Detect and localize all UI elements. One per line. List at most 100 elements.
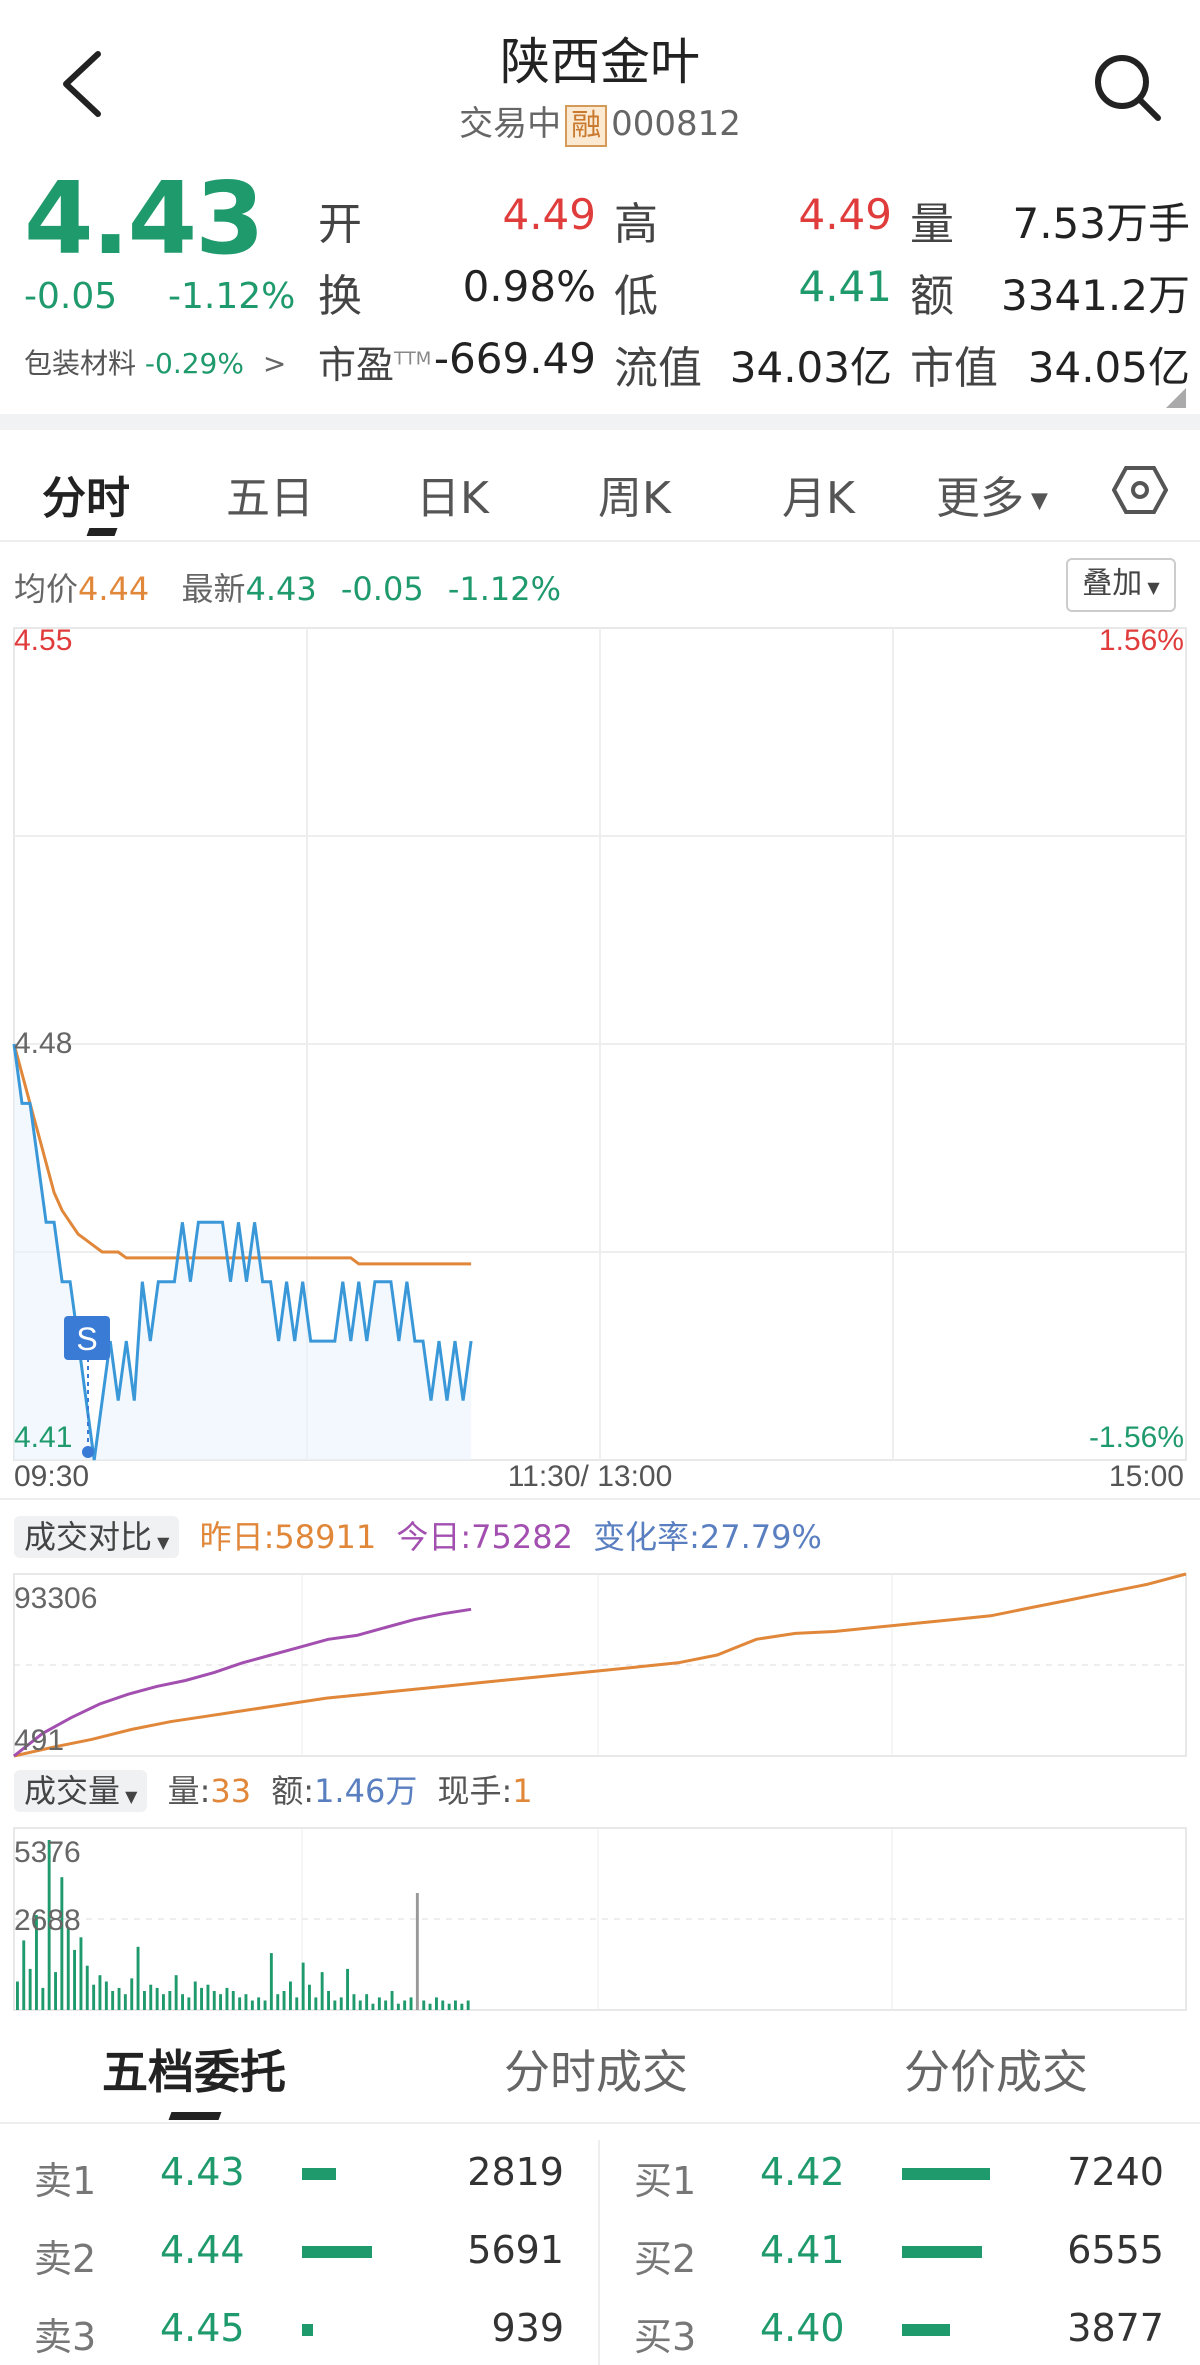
trading-status: 交易中 bbox=[459, 104, 562, 144]
tab-more[interactable]: 更多 ▼ bbox=[936, 462, 1048, 526]
amt-label: 额: bbox=[271, 1772, 315, 1810]
sell2-label: 卖2 bbox=[34, 2237, 97, 2281]
back-icon[interactable] bbox=[58, 48, 106, 120]
avg-price-label: 均价 bbox=[14, 570, 79, 608]
sector-change: -0.29% bbox=[144, 347, 244, 380]
volume-bar bbox=[415, 1893, 419, 2010]
tab-weekly-k[interactable]: 周K bbox=[598, 473, 671, 524]
volume-bar bbox=[377, 1997, 381, 2010]
hand-label: 现手: bbox=[437, 1772, 513, 1810]
volume-y-top: 5376 bbox=[14, 1836, 81, 1869]
tab-tick-trades[interactable]: 分时成交 bbox=[504, 2045, 688, 2099]
volume-bar bbox=[396, 2003, 400, 2010]
intraday-price-chart[interactable]: 4.55 4.48 4.41 1.56% -1.56% 09:30 11:30/… bbox=[0, 620, 1200, 1500]
turnover-label: 换 bbox=[318, 271, 362, 322]
sell2-bar bbox=[302, 2246, 372, 2258]
volume-bar bbox=[92, 1984, 96, 2010]
volume-dropdown-label: 成交量 bbox=[24, 1772, 121, 1810]
buy2-volume: 6555 bbox=[1067, 2228, 1164, 2272]
volume-bar bbox=[117, 1987, 121, 2010]
volume-bar bbox=[346, 1968, 349, 2010]
volume-bar bbox=[123, 1994, 127, 2010]
overlay-button-label: 叠加 bbox=[1082, 566, 1143, 601]
volume-bar bbox=[365, 1994, 369, 2010]
avg-price-line bbox=[12, 1043, 472, 1266]
volume-bar bbox=[269, 1953, 273, 2010]
tab-intraday[interactable]: 分时 bbox=[42, 473, 130, 524]
volume-bar bbox=[371, 2003, 375, 2010]
section-divider bbox=[0, 414, 1200, 430]
change-rate-label: 变化率: bbox=[593, 1518, 700, 1556]
volume-bar bbox=[295, 1997, 299, 2010]
volume-bar bbox=[225, 1987, 229, 2010]
open-label: 开 bbox=[318, 199, 362, 250]
caret-down-icon: ▼ bbox=[120, 1787, 138, 1806]
volume-bar bbox=[206, 1984, 210, 2010]
sell-signal-marker[interactable]: S bbox=[64, 1316, 110, 1458]
volume-bar bbox=[314, 1997, 318, 2010]
overlay-button[interactable]: 叠加 ▼ bbox=[1066, 558, 1176, 612]
sell1-bar bbox=[302, 2168, 337, 2180]
volume-bar bbox=[250, 2000, 254, 2010]
sell1-volume: 2819 bbox=[467, 2150, 564, 2194]
sell3-bar bbox=[302, 2324, 314, 2336]
buy1-price: 4.42 bbox=[760, 2150, 845, 2194]
volume-bar bbox=[136, 1946, 140, 2010]
volume-bar bbox=[422, 2000, 426, 2010]
volume-bar bbox=[149, 1984, 153, 2010]
buy1-bar bbox=[902, 2168, 990, 2180]
yesterday-line bbox=[13, 1572, 1187, 1758]
sell1-price: 4.43 bbox=[160, 2150, 245, 2194]
pe-label-text: 市盈 bbox=[318, 343, 395, 387]
volume-bar-chart[interactable]: 5376 2688 bbox=[0, 1826, 1200, 2014]
sell2-volume: 5691 bbox=[467, 2228, 564, 2272]
volume-bar bbox=[79, 1937, 83, 2010]
settings-hexagon-icon[interactable] bbox=[1112, 462, 1168, 518]
top-bar: 陕西金叶 交易中融 000812 bbox=[0, 0, 1200, 160]
time-end-label: 15:00 bbox=[1109, 1460, 1184, 1493]
volume-bar bbox=[111, 1991, 115, 2010]
volume-bar bbox=[244, 1994, 248, 2010]
sell2-price: 4.44 bbox=[160, 2228, 245, 2272]
volume-bar bbox=[428, 2003, 432, 2010]
volume-bar bbox=[238, 1997, 242, 2010]
volume-bar bbox=[460, 2003, 464, 2010]
volume-bar bbox=[320, 1972, 324, 2010]
volume-bar bbox=[454, 2000, 457, 2010]
volume-value: 7.53万手 bbox=[1012, 199, 1190, 248]
compare-dropdown[interactable]: 成交对比 ▼ bbox=[14, 1516, 180, 1558]
volume-bar bbox=[447, 2003, 451, 2010]
volume-compare-chart[interactable]: 93306 491 bbox=[0, 1570, 1200, 1760]
chevron-right-icon: > bbox=[262, 347, 287, 380]
sell3-volume: 939 bbox=[491, 2306, 564, 2350]
signal-letter: S bbox=[76, 1321, 97, 1357]
volume-bar bbox=[35, 1915, 38, 2010]
volume-bar bbox=[403, 2000, 407, 2010]
sector-link[interactable]: 包装材料 -0.29% > bbox=[24, 342, 286, 382]
vol-label: 量: bbox=[167, 1772, 211, 1810]
buy1-volume: 7240 bbox=[1067, 2150, 1164, 2194]
divider bbox=[0, 1498, 1200, 1500]
volume-bar bbox=[181, 1994, 184, 2010]
volume-bar bbox=[16, 1981, 19, 2010]
tab-price-trades[interactable]: 分价成交 bbox=[904, 2045, 1088, 2099]
search-icon[interactable] bbox=[1090, 50, 1164, 124]
current-price: 4.43 bbox=[24, 160, 265, 277]
expand-corner-icon[interactable] bbox=[1166, 388, 1186, 408]
tab-five-level[interactable]: 五档委托 bbox=[102, 2045, 286, 2099]
price-line bbox=[12, 1043, 473, 1461]
tab-5day[interactable]: 五日 bbox=[226, 473, 314, 524]
volume-bar bbox=[193, 1981, 197, 2010]
latest-pct: -1.12% bbox=[447, 570, 562, 608]
low-label: 低 bbox=[614, 271, 658, 322]
tab-daily-k[interactable]: 日K bbox=[416, 473, 489, 524]
volume-bar bbox=[174, 1975, 178, 2010]
tab-monthly-k[interactable]: 月K bbox=[782, 473, 855, 524]
pct-axis-bottom-label: -1.56% bbox=[1089, 1421, 1184, 1454]
volume-dropdown[interactable]: 成交量 ▼ bbox=[14, 1770, 148, 1812]
volume-bar bbox=[333, 2000, 337, 2010]
margin-badge: 融 bbox=[565, 104, 608, 147]
volume-bar bbox=[155, 1987, 159, 2010]
vol-value: 33 bbox=[210, 1772, 252, 1810]
sell1-label: 卖1 bbox=[34, 2159, 97, 2203]
